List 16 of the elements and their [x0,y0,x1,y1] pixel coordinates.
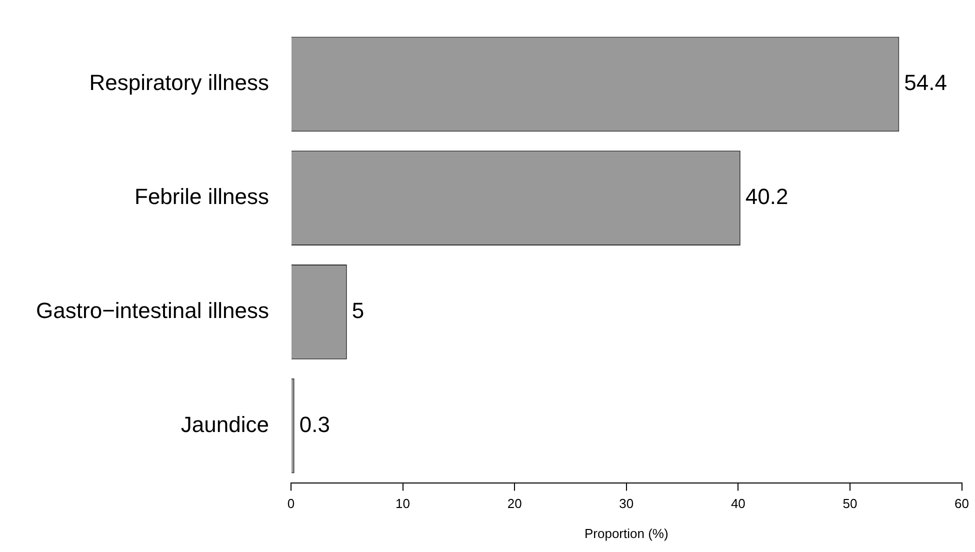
x-tick-label: 60 [954,496,970,512]
y-tick-label: Febrile illness [134,184,269,210]
y-tick-label: Respiratory illness [89,70,269,96]
x-tick-label: 40 [730,496,746,512]
x-axis-title: Proportion (%) [584,526,668,541]
data-label: 5 [352,298,364,324]
x-tick-label: 10 [396,496,410,512]
x-tick-label: 20 [507,496,522,512]
data-label: 54.4 [904,70,947,96]
y-tick-label: Jaundice [180,412,269,437]
data-label: 40.2 [745,184,788,210]
x-tick-label: 50 [842,496,858,512]
x-tick-label: 30 [619,496,634,512]
data-label: 0.3 [299,412,330,437]
x-tick-label: 0 [287,496,295,512]
y-tick-label: Gastro−intestinal illness [36,298,269,324]
